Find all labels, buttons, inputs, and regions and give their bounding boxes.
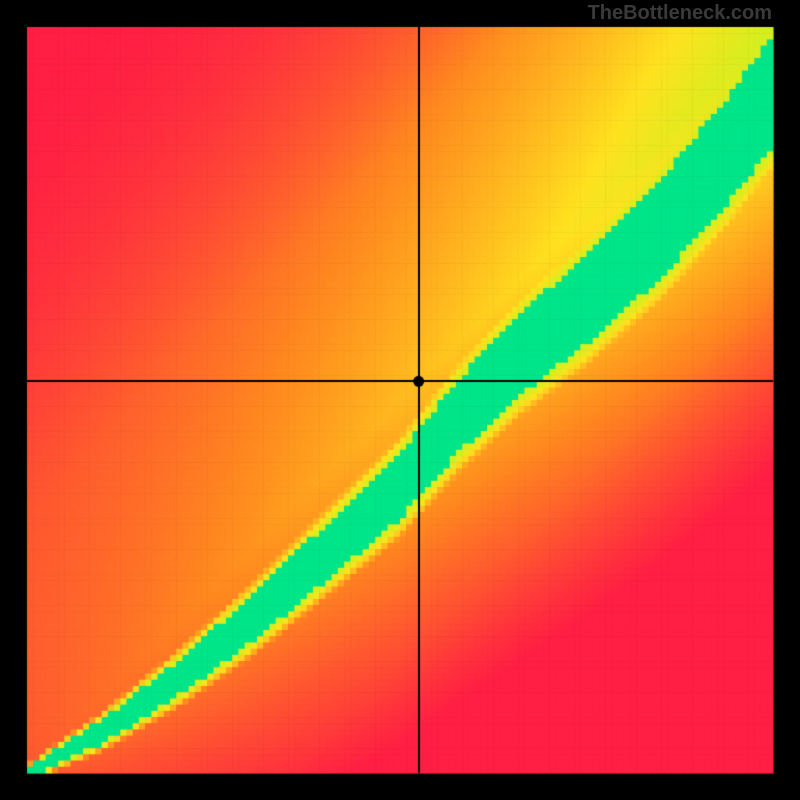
- attribution-watermark: TheBottleneck.com: [588, 2, 772, 25]
- bottleneck-heatmap: [0, 0, 800, 800]
- chart-container: { "attribution": { "text": "TheBottlenec…: [0, 0, 800, 800]
